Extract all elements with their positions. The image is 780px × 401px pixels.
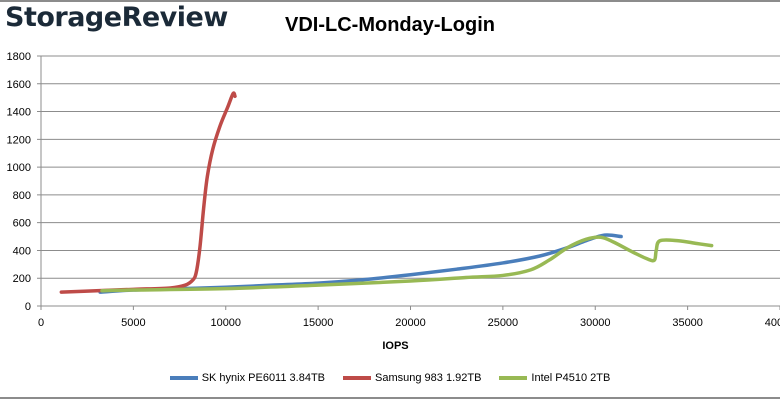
x-tick-label: 25000 xyxy=(488,317,519,329)
legend: SK hynix PE6011 3.84TB Samsung 983 1.92T… xyxy=(0,372,780,384)
series-line-1 xyxy=(59,91,237,294)
x-axis-title: IOPS xyxy=(382,340,408,352)
x-tick-label: 5000 xyxy=(121,317,145,329)
x-tick-label: 40000 xyxy=(765,317,780,329)
series-line-2 xyxy=(100,235,714,293)
x-tick-label: 30000 xyxy=(580,317,611,329)
chart-title: VDI-LC-Monday-Login xyxy=(285,14,495,36)
legend-swatch xyxy=(343,376,372,380)
legend-item-0: SK hynix PE6011 3.84TB xyxy=(169,372,326,384)
y-tick-label: 1600 xyxy=(7,79,31,91)
legend-item-2: Intel P4510 2TB xyxy=(499,372,610,384)
x-tick-label: 15000 xyxy=(303,317,334,329)
y-tick-label: 1800 xyxy=(7,51,31,63)
y-tick-label: 1400 xyxy=(7,107,31,119)
storagereview-logo: StorageReview xyxy=(5,2,228,33)
y-tick-label: 0 xyxy=(25,301,31,313)
y-tick-label: 800 xyxy=(13,190,31,202)
x-tick-label: 20000 xyxy=(395,317,426,329)
legend-swatch xyxy=(499,376,528,380)
legend-swatch xyxy=(169,376,198,380)
y-tick-label: 400 xyxy=(13,245,31,257)
y-tick-label: 1000 xyxy=(7,162,31,174)
legend-label: Intel P4510 2TB xyxy=(531,372,611,384)
x-tick-label: 35000 xyxy=(672,317,703,329)
x-tick-label: 10000 xyxy=(210,317,241,329)
legend-label: Samsung 983 1.92TB xyxy=(375,372,482,384)
y-tick-label: 200 xyxy=(13,273,31,285)
legend-label: SK hynix PE6011 3.84TB xyxy=(201,372,326,384)
y-tick-label: 600 xyxy=(13,218,31,230)
x-tick-label: 0 xyxy=(38,317,44,329)
legend-item-1: Samsung 983 1.92TB xyxy=(343,372,481,384)
y-tick-label: 1200 xyxy=(7,134,31,146)
